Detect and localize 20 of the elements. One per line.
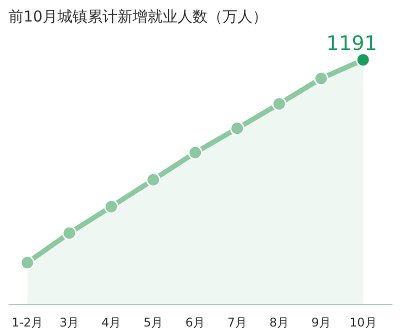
chart-title: 前10月城镇累计新增就业人数（万人） (8, 8, 268, 26)
text: 1191 (326, 30, 378, 55)
point (272, 96, 286, 112)
x-tick-label: 4月 (102, 316, 122, 330)
x-tick-label: 6月 (185, 316, 206, 330)
point (356, 52, 370, 68)
x-tick-label: 7月 (227, 316, 248, 330)
point (314, 71, 328, 86)
point (62, 226, 77, 240)
x-tick-label: 8月 (269, 316, 290, 330)
point (20, 255, 35, 270)
point (146, 172, 161, 187)
x-tick-label: 1-2月 (12, 316, 44, 330)
point (230, 121, 244, 136)
x-tick-label: 9月 (311, 316, 331, 330)
x-tick-label: 10月 (349, 316, 377, 330)
point (104, 199, 119, 214)
x-tick-label: 5月 (143, 316, 164, 330)
x-tick-label: 3月 (60, 316, 80, 330)
point (188, 145, 203, 160)
